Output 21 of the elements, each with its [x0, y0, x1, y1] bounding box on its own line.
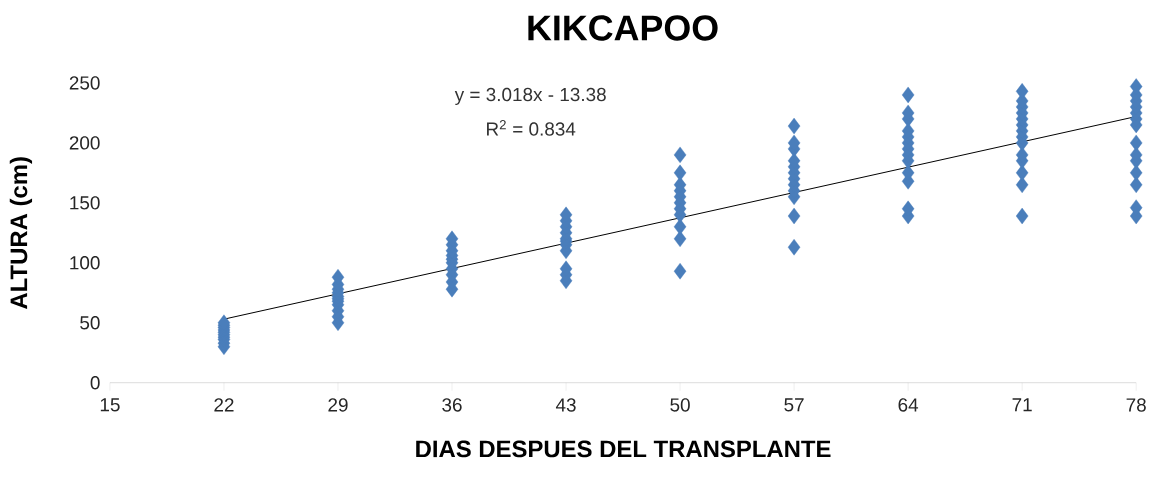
- x-tick-label: 29: [328, 398, 348, 412]
- x-tick-label: 36: [442, 398, 462, 412]
- y-tick-label: 200: [69, 136, 100, 150]
- y-tick-label: 0: [90, 376, 100, 390]
- annotation: y = 3.018x - 13.38: [454, 88, 606, 106]
- x-tick-label: 64: [898, 398, 919, 412]
- annotation: R$^{2}$ = 0.834: [487, 120, 576, 136]
- y-tick-label: 100: [70, 256, 100, 270]
- x-axis-title: DIAS DESPUES DEL TRANSPLANTE: [416, 440, 831, 458]
- x-tick-label: 22: [214, 398, 234, 412]
- x-tick-label: 43: [555, 398, 576, 412]
- x-tick-label: 57: [784, 398, 804, 412]
- x-tick-label: 15: [100, 398, 120, 412]
- y-tick-label: 50: [80, 316, 100, 330]
- x-tick-label: 50: [670, 398, 690, 412]
- chart-title: KIKCAPOO: [528, 15, 718, 41]
- x-tick-label: 78: [1126, 398, 1146, 412]
- y-axis-title: ALTURA (cm): [9, 157, 33, 310]
- y-tick-label: 250: [69, 76, 100, 90]
- x-tick-label: 71: [1012, 398, 1032, 412]
- y-tick-label: 150: [70, 196, 100, 210]
